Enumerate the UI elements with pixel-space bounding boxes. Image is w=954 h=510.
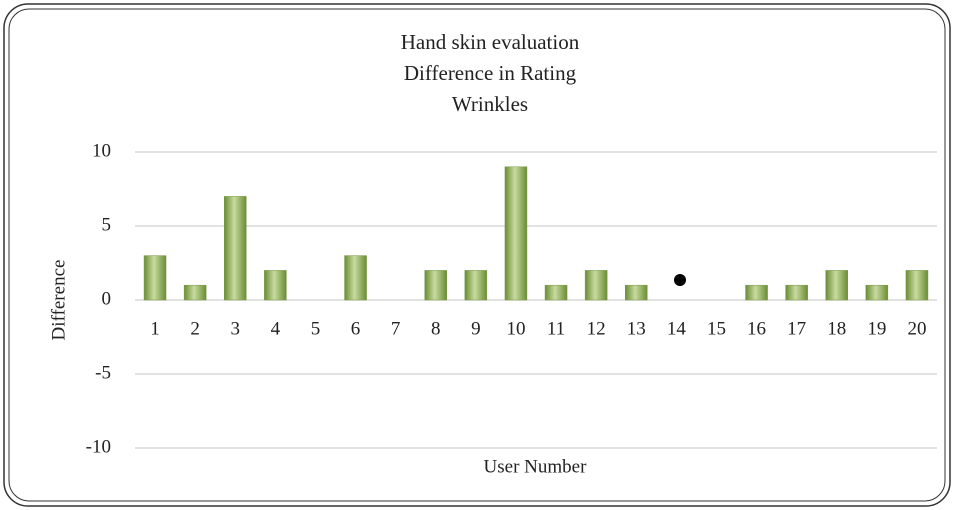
x-tick-label: 13	[627, 318, 646, 339]
y-tick-label: -5	[95, 362, 111, 383]
bar	[143, 255, 167, 301]
y-axis-label: Difference	[48, 260, 69, 341]
x-tick-label: 10	[506, 318, 525, 339]
x-tick-label: 14	[667, 318, 687, 339]
x-tick-label: 1	[150, 318, 160, 339]
dot	[674, 274, 686, 286]
x-tick-label: 19	[867, 318, 886, 339]
x-tick-label: 2	[190, 318, 200, 339]
bar	[264, 270, 287, 301]
x-tick-label: 6	[351, 318, 361, 339]
x-tick-label: 15	[707, 318, 726, 339]
bar	[224, 196, 247, 301]
x-tick-label: 17	[787, 318, 806, 339]
x-tick-label: 18	[827, 318, 846, 339]
x-tick-label: 16	[747, 318, 766, 339]
bar	[584, 270, 608, 301]
x-tick-label: 9	[471, 318, 481, 339]
y-tick-label: -10	[86, 436, 111, 457]
bar	[745, 284, 768, 301]
bar	[504, 166, 528, 301]
x-axis-label: User Number	[484, 456, 588, 477]
y-tick-label: 10	[92, 140, 111, 161]
x-tick-label: 5	[311, 318, 321, 339]
x-tick-label: 7	[391, 318, 401, 339]
x-tick-label: 12	[587, 318, 606, 339]
bar	[825, 270, 848, 301]
frame	[3, 3, 951, 507]
bar	[785, 284, 808, 301]
bar	[424, 270, 447, 301]
bar	[464, 270, 488, 301]
x-tick-label: 20	[907, 318, 926, 339]
bar	[544, 284, 568, 301]
bar	[344, 255, 367, 301]
bar	[183, 284, 207, 301]
chart-title: Difference in Rating	[404, 61, 577, 85]
bar	[865, 284, 889, 301]
chart-title: Wrinkles	[452, 92, 528, 116]
x-tick-label: 4	[271, 318, 281, 339]
chart-title: Hand skin evaluation	[401, 30, 580, 54]
x-tick-label: 11	[547, 318, 565, 339]
frame-inner	[8, 8, 946, 502]
bar	[905, 270, 929, 301]
x-tick-label: 8	[431, 318, 441, 339]
y-tick-label: 0	[102, 288, 112, 309]
y-tick-label: 5	[102, 214, 112, 235]
x-tick-label: 3	[231, 318, 241, 339]
bar	[625, 284, 648, 301]
